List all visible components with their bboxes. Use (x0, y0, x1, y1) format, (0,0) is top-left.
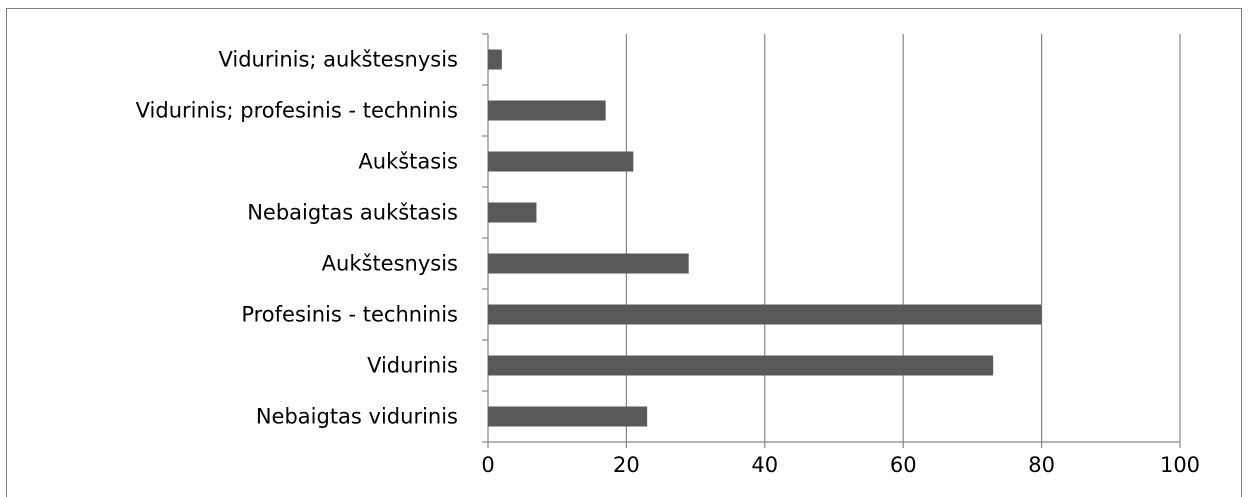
bar-1 (488, 355, 994, 376)
x-tick-labels: 0 20 40 60 80 100 (481, 453, 1200, 477)
x-tick-label-80: 80 (1028, 453, 1055, 477)
bar-0 (488, 406, 648, 427)
category-label-3: Aukštesnysis (322, 252, 458, 276)
category-label-7: Vidurinis; aukštesnysis (218, 48, 458, 72)
bar-5 (488, 151, 634, 172)
category-label-0: Nebaigtas vidurinis (256, 405, 458, 429)
bar-6 (488, 100, 606, 121)
axes (482, 33, 1181, 448)
gridlines (625, 34, 1181, 442)
bar-7 (488, 49, 502, 70)
bars (488, 49, 1042, 427)
x-tick-label-40: 40 (751, 453, 778, 477)
bar-4 (488, 202, 537, 223)
category-labels: Nebaigtas vidurinis Vidurinis Profesinis -… (136, 48, 458, 429)
category-label-2: Profesinis - techninis (241, 303, 458, 327)
category-label-4: Nebaigtas aukštasis (247, 201, 458, 225)
bar-3 (488, 253, 689, 274)
x-tick-label-20: 20 (613, 453, 640, 477)
category-label-5: Aukštasis (358, 150, 458, 174)
x-tick-label-100: 100 (1160, 453, 1200, 477)
category-label-6: Vidurinis; profesinis - techninis (136, 99, 458, 123)
x-tick-label-0: 0 (481, 453, 494, 477)
bar-2 (488, 304, 1042, 325)
x-tick-label-60: 60 (890, 453, 917, 477)
category-label-1: Vidurinis (367, 354, 458, 378)
